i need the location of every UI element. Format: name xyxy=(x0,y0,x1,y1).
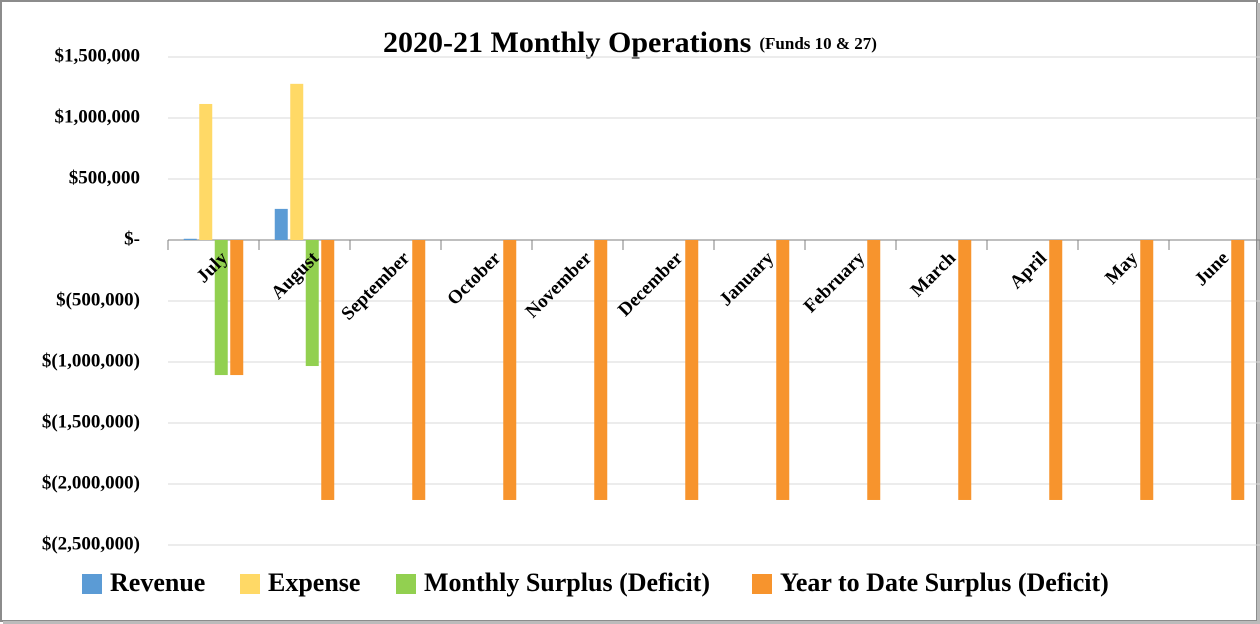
chart-title: 2020-21 Monthly Operations xyxy=(383,26,751,59)
legend-label: Expense xyxy=(268,568,360,597)
legend-swatch xyxy=(396,574,416,594)
legend-label: Year to Date Surplus (Deficit) xyxy=(780,568,1109,597)
bar xyxy=(321,240,335,500)
bar xyxy=(183,238,197,240)
bar xyxy=(594,240,608,500)
legend-label: Monthly Surplus (Deficit) xyxy=(424,568,710,597)
bar xyxy=(199,103,213,240)
y-tick-label: $(2,000,000) xyxy=(42,472,140,493)
title-group: 2020-21 Monthly Operations (Funds 10 & 27… xyxy=(383,26,877,59)
legend-label: Revenue xyxy=(110,568,205,597)
legend: Revenue Expense Monthly Surplus (Deficit) Y… xyxy=(82,568,1109,597)
frame-shadow xyxy=(3,621,1260,624)
y-tick-label: $- xyxy=(124,228,140,249)
bar xyxy=(305,240,319,367)
bar xyxy=(230,240,244,376)
y-tick-label: $500,000 xyxy=(69,167,140,188)
bar xyxy=(685,240,699,500)
bar xyxy=(412,240,426,500)
chart-subtitle: (Funds 10 & 27) xyxy=(759,34,877,53)
bar xyxy=(1049,240,1063,500)
y-tick-label: $(1,000,000) xyxy=(42,350,140,371)
legend-swatch xyxy=(240,574,260,594)
y-tick-label: $(1,500,000) xyxy=(42,411,140,432)
legend-swatch xyxy=(752,574,772,594)
bar xyxy=(867,240,881,500)
bar xyxy=(958,240,972,500)
bar xyxy=(1231,240,1245,500)
bar xyxy=(290,83,304,240)
frame-shadow xyxy=(1257,3,1260,624)
bar xyxy=(1140,240,1154,500)
bar xyxy=(214,240,228,376)
bar xyxy=(274,208,288,240)
y-tick-label: $1,000,000 xyxy=(55,106,141,127)
y-tick-label: $(500,000) xyxy=(56,289,140,310)
bar xyxy=(503,240,517,500)
bar xyxy=(776,240,790,500)
legend-swatch xyxy=(82,574,102,594)
y-tick-label: $1,500,000 xyxy=(55,45,141,66)
y-tick-label: $(2,500,000) xyxy=(42,533,140,554)
